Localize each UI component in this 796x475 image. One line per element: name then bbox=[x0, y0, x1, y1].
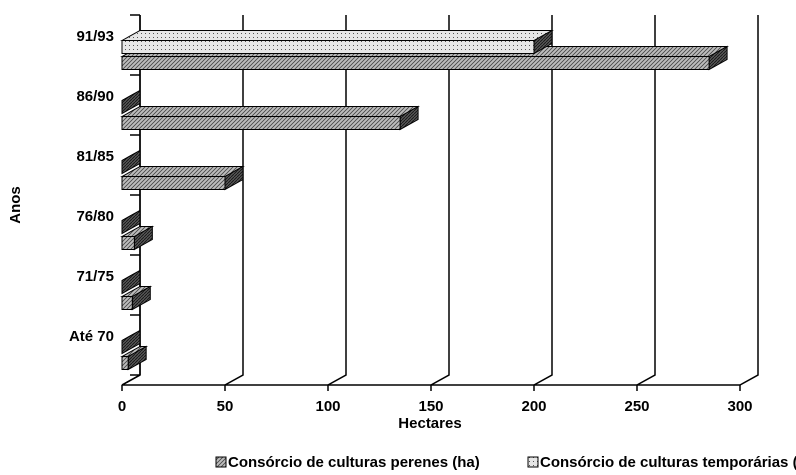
bar bbox=[120, 105, 421, 131]
grid-line bbox=[533, 15, 553, 386]
grid-line bbox=[636, 15, 656, 386]
bar bbox=[120, 285, 153, 311]
bar-side bbox=[121, 329, 141, 355]
legend-swatch bbox=[527, 456, 539, 468]
bar-front bbox=[121, 236, 135, 250]
bar-front bbox=[121, 356, 129, 370]
bar bbox=[121, 209, 141, 235]
bar-front bbox=[121, 296, 133, 310]
x-tick-label: 50 bbox=[217, 398, 234, 415]
grid-line bbox=[739, 15, 759, 386]
bar bbox=[121, 329, 141, 355]
bar-top bbox=[120, 106, 421, 117]
x-axis-label: Hectares bbox=[398, 415, 461, 432]
bar bbox=[120, 165, 245, 191]
y-tick-label: 71/75 bbox=[76, 268, 114, 285]
legend-label: Consórcio de culturas temporárias (ha) bbox=[540, 454, 796, 471]
bar bbox=[120, 345, 149, 371]
y-axis-front bbox=[121, 374, 141, 386]
bar-top bbox=[120, 166, 245, 177]
bar bbox=[121, 149, 141, 175]
y-tick-label: 81/85 bbox=[76, 148, 114, 165]
bar bbox=[120, 29, 554, 55]
legend-label: Consórcio de culturas perenes (ha) bbox=[228, 454, 480, 471]
bar bbox=[121, 89, 141, 115]
x-tick-label: 200 bbox=[521, 398, 546, 415]
y-tick-label: 86/90 bbox=[76, 88, 114, 105]
bar-front bbox=[121, 116, 401, 130]
bar-side bbox=[121, 89, 141, 115]
grid-line bbox=[224, 15, 244, 386]
bar bbox=[121, 269, 141, 295]
x-tick-label: 300 bbox=[727, 398, 752, 415]
y-tick-label: Até 70 bbox=[69, 328, 114, 345]
x-tick-label: 150 bbox=[418, 398, 443, 415]
grid-line bbox=[430, 15, 450, 386]
bar bbox=[120, 225, 155, 251]
bar-front bbox=[121, 176, 226, 190]
bar-side bbox=[121, 149, 141, 175]
x-tick-label: 100 bbox=[315, 398, 340, 415]
grid-line bbox=[121, 15, 141, 386]
grid-line bbox=[327, 15, 347, 386]
y-axis-label: Anos bbox=[7, 186, 24, 224]
bar-front bbox=[121, 56, 710, 70]
bar-side bbox=[121, 269, 141, 295]
y-tick-label: 76/80 bbox=[76, 208, 114, 225]
legend-swatch bbox=[215, 456, 227, 468]
y-tick-label: 91/93 bbox=[76, 28, 114, 45]
bar-side bbox=[121, 209, 141, 235]
x-tick-label: 0 bbox=[118, 398, 126, 415]
bar-top bbox=[120, 30, 554, 41]
bar-front bbox=[121, 40, 535, 54]
x-tick-label: 250 bbox=[624, 398, 649, 415]
